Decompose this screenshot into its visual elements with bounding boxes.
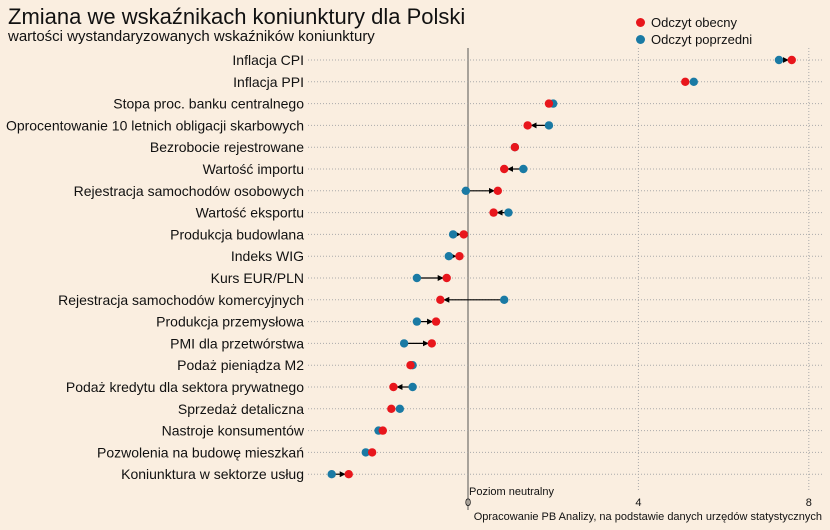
x-tick-label: 4 (635, 497, 641, 509)
current-reading-point (431, 317, 441, 326)
current-reading-point (489, 208, 498, 217)
category-label: Rejestracja samochodów osobowych (74, 183, 304, 199)
previous-reading-point (689, 77, 698, 87)
previous-reading-point (774, 55, 784, 65)
current-reading-point (459, 230, 468, 239)
category-label: Produkcja budowlana (170, 226, 304, 242)
current-reading-point (455, 252, 464, 261)
previous-reading-point (461, 186, 471, 195)
category-label: PMI dla przetwórstwa (170, 335, 304, 351)
previous-reading-point (412, 273, 422, 283)
previous-reading-point (408, 382, 417, 392)
category-label: Podaż kredytu dla sektora prywatnego (66, 379, 304, 395)
previous-reading-point (327, 470, 336, 479)
current-reading-point (378, 426, 387, 435)
previous-reading-point (544, 121, 554, 130)
current-reading-point (493, 186, 503, 195)
previous-reading-point (399, 339, 409, 348)
category-label: Rejestracja samochodów komercyjnych (58, 292, 304, 308)
current-reading-point (787, 55, 796, 65)
current-reading-point (510, 143, 520, 152)
current-reading-point (442, 273, 451, 283)
category-label: Stopa proc. banku centralnego (113, 96, 304, 112)
current-reading-point (500, 164, 509, 174)
previous-reading-point (361, 448, 370, 457)
previous-reading-point (444, 252, 454, 261)
current-reading-point (389, 382, 398, 392)
current-reading-point (367, 448, 377, 457)
source-note: Opracowanie PB Analizy, na podstawie dan… (474, 511, 822, 523)
chart-title: Zmiana we wskaźnikach koniunktury dla Po… (8, 4, 466, 29)
current-reading-point (387, 404, 396, 413)
category-label: Pozwolenia na budowę mieszkań (97, 444, 304, 460)
legend-label-current: Odczyt obecny (651, 14, 737, 30)
legend-swatch-previous (636, 35, 645, 44)
category-label: Inflacja CPI (232, 52, 304, 68)
legend-label-previous: Odczyt poprzedni (651, 31, 753, 47)
category-label: Produkcja przemysłowa (156, 314, 304, 330)
category-label: Kurs EUR/PLN (211, 270, 304, 286)
current-reading-point (681, 77, 690, 87)
category-label: Wartość importu (203, 161, 304, 177)
category-label: Podaż pieniądza M2 (177, 357, 304, 373)
category-label: Indeks WIG (231, 248, 304, 264)
current-reading-point (544, 99, 554, 108)
previous-reading-point (504, 208, 513, 217)
current-reading-point (436, 295, 445, 304)
category-label: Nastroje konsumentów (162, 423, 305, 439)
previous-reading-point (519, 164, 528, 174)
current-reading-point (427, 339, 436, 348)
neutral-level-label: Poziom neutralny (469, 486, 554, 498)
category-label: Inflacja PPI (233, 74, 304, 90)
current-reading-point (344, 470, 353, 479)
x-tick-label: 0 (465, 497, 471, 509)
legend-item-current: Odczyt obecny (636, 14, 752, 31)
chart-subtitle: wartości wystandaryzowanych wskaźników k… (8, 28, 375, 45)
x-tick-label: 8 (806, 497, 812, 509)
current-reading-point (406, 361, 415, 370)
legend-swatch-current (636, 18, 645, 27)
category-label: Wartość eksportu (196, 205, 304, 221)
category-label: Oprocentowanie 10 letnich obligacji skar… (6, 117, 304, 133)
previous-reading-point (412, 317, 422, 326)
category-label: Bezrobocie rejestrowane (150, 139, 304, 155)
previous-reading-point (395, 404, 405, 413)
legend-item-previous: Odczyt poprzedni (636, 31, 752, 48)
legend: Odczyt obecny Odczyt poprzedni (636, 14, 752, 48)
category-label: Sprzedaż detaliczna (178, 401, 304, 417)
previous-reading-point (500, 295, 509, 304)
previous-reading-point (448, 230, 458, 239)
current-reading-point (523, 121, 532, 130)
category-label: Koniunktura w sektorze usług (121, 466, 304, 482)
